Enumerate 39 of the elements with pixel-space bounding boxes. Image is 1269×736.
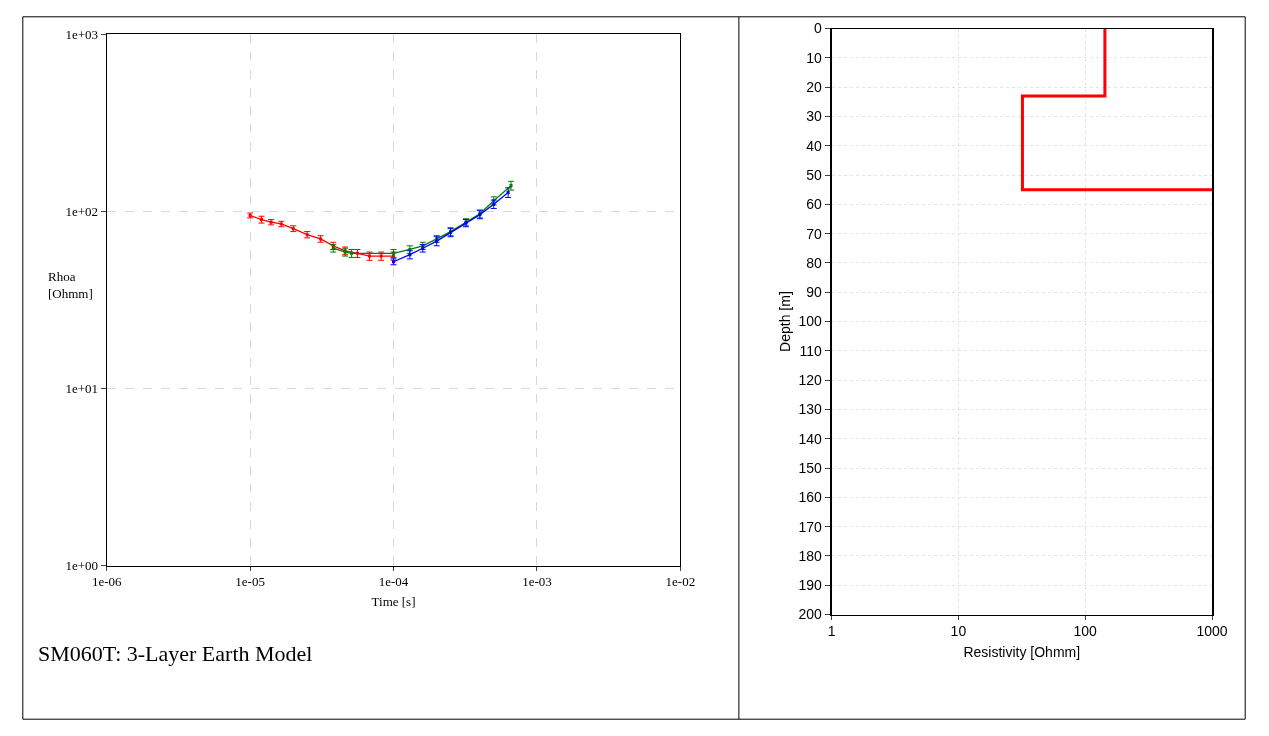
y-tick-label: 90: [806, 284, 822, 301]
y-tick-label: 180: [798, 547, 822, 564]
y-axis-title: Depth [m]: [777, 291, 794, 352]
y-tick-label: 80: [806, 254, 822, 271]
y-tick-label: 1e+00: [65, 558, 99, 574]
y-tick-label: 120: [798, 372, 822, 389]
x-axis-title: Resistivity [Ohmm]: [963, 643, 1081, 660]
y-tick-label: 110: [799, 342, 822, 359]
y-tick-label: 30: [806, 108, 822, 125]
y-tick-label: 10: [806, 49, 822, 66]
x-tick-label: 1e-04: [378, 574, 409, 590]
y-tick-label: 1e+01: [65, 381, 99, 397]
y-tick-label: 160: [798, 489, 822, 506]
y-tick-label: 40: [806, 137, 822, 154]
y-tick-label: 140: [798, 430, 822, 447]
y-tick-label: 1e+02: [65, 204, 99, 220]
y-tick-label: 170: [798, 518, 822, 535]
y-tick-label: 100: [798, 313, 822, 330]
x-axis-title: Time [s]: [371, 593, 416, 609]
x-tick-label: 1e-05: [235, 574, 265, 590]
y-axis-title: Rhoa [Ohmm]: [48, 269, 93, 301]
y-tick-label: 190: [798, 577, 822, 594]
y-tick-label: 0: [813, 20, 822, 37]
y-tick-label: 200: [798, 606, 822, 623]
y-tick-label: 70: [806, 225, 822, 242]
x-tick-label: 1000: [1196, 623, 1228, 640]
x-tick-label: 100: [1073, 623, 1098, 640]
y-tick-label: 60: [806, 196, 822, 213]
y-tick-label: 150: [798, 459, 822, 476]
x-tick-label: 10: [950, 623, 967, 640]
y-tick-label: 50: [806, 166, 822, 183]
y-tick-label: 1e+03: [65, 26, 99, 42]
y-tick-label: 130: [798, 401, 822, 418]
x-tick-label: 1: [827, 623, 836, 640]
y-tick-label: 20: [806, 79, 822, 96]
x-tick-label: 1e-03: [522, 574, 552, 590]
x-tick-label: 1e-06: [91, 574, 122, 590]
text: SM060T: 3-Layer Earth Model: [38, 641, 313, 666]
x-tick-label: 1e-02: [665, 574, 696, 590]
